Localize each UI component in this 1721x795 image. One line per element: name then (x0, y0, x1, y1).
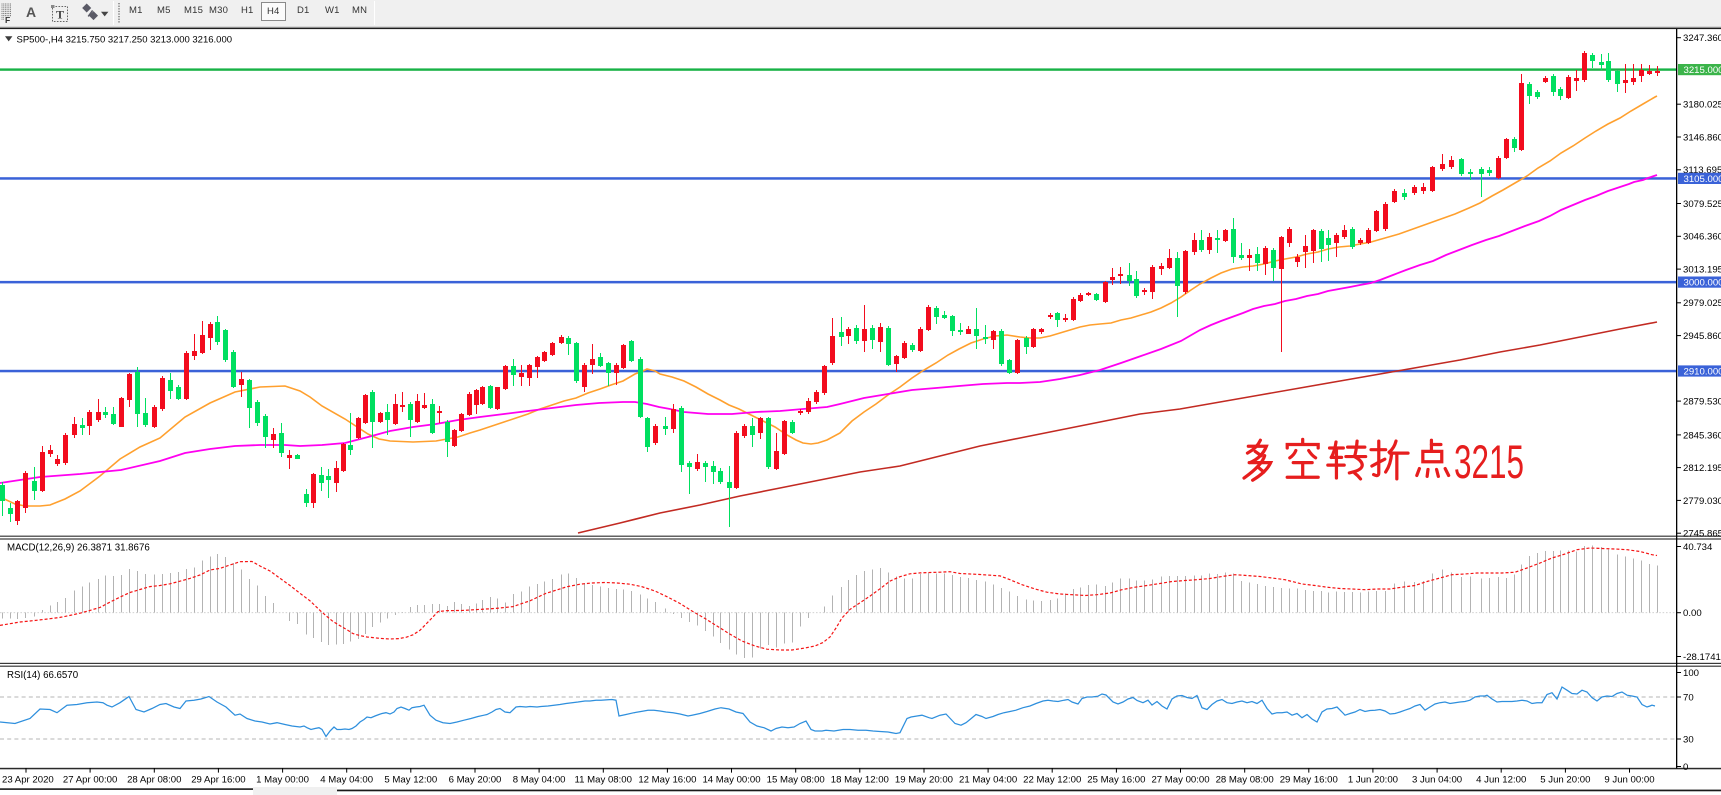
svg-text:15 May 08:00: 15 May 08:00 (767, 775, 825, 786)
svg-text:3079.525: 3079.525 (1683, 199, 1721, 210)
svg-text:3180.025: 3180.025 (1683, 100, 1721, 111)
svg-text:0: 0 (1683, 762, 1688, 773)
svg-text:25 May 16:00: 25 May 16:00 (1087, 775, 1145, 786)
svg-text:2910.000: 2910.000 (1684, 367, 1721, 378)
svg-text:2812.195: 2812.195 (1683, 463, 1721, 474)
svg-text:5 Jun 20:00: 5 Jun 20:00 (1540, 775, 1590, 786)
svg-text:40.734: 40.734 (1683, 542, 1713, 553)
svg-text:27 May 00:00: 27 May 00:00 (1151, 775, 1209, 786)
svg-text:29 Apr 16:00: 29 Apr 16:00 (191, 775, 245, 786)
svg-text:2979.025: 2979.025 (1683, 298, 1721, 309)
svg-text:3113.695: 3113.695 (1683, 165, 1721, 176)
svg-text:4 Jun 12:00: 4 Jun 12:00 (1476, 775, 1526, 786)
svg-text:8 May 04:00: 8 May 04:00 (513, 775, 566, 786)
svg-text:3000.000: 3000.000 (1684, 278, 1721, 289)
svg-text:T: T (56, 8, 64, 22)
svg-text:19 May 20:00: 19 May 20:00 (895, 775, 953, 786)
svg-text:3247.360: 3247.360 (1683, 33, 1721, 44)
svg-text:RSI(14) 66.6570: RSI(14) 66.6570 (7, 670, 79, 681)
svg-text:SP500-,H4 3215.750 3217.250 3: SP500-,H4 3215.750 3217.250 3213.000 321… (17, 34, 233, 45)
svg-text:3 Jun 04:00: 3 Jun 04:00 (1412, 775, 1462, 786)
svg-text:5 May 12:00: 5 May 12:00 (384, 775, 437, 786)
svg-text:14 May 00:00: 14 May 00:00 (702, 775, 760, 786)
svg-text:3215: 3215 (1454, 435, 1524, 488)
svg-text:23 Apr 2020: 23 Apr 2020 (2, 775, 54, 786)
svg-text:9 Jun 00:00: 9 Jun 00:00 (1604, 775, 1654, 786)
svg-text:3013.195: 3013.195 (1683, 264, 1721, 275)
svg-text:3105.000: 3105.000 (1684, 174, 1721, 185)
svg-text:4 May 04:00: 4 May 04:00 (320, 775, 373, 786)
svg-text:28 Apr 08:00: 28 Apr 08:00 (127, 775, 181, 786)
svg-text:2779.030: 2779.030 (1683, 496, 1721, 507)
svg-text:3215.000: 3215.000 (1684, 65, 1721, 76)
svg-text:12 May 16:00: 12 May 16:00 (638, 775, 696, 786)
svg-text:2879.530: 2879.530 (1683, 397, 1721, 408)
svg-text:21 May 04:00: 21 May 04:00 (959, 775, 1017, 786)
svg-text:2845.360: 2845.360 (1683, 430, 1721, 441)
svg-text:29 May 16:00: 29 May 16:00 (1280, 775, 1338, 786)
svg-text:11 May 08:00: 11 May 08:00 (575, 775, 632, 786)
svg-text:70: 70 (1683, 692, 1694, 703)
svg-text:3146.860: 3146.860 (1683, 132, 1721, 143)
svg-text:3046.360: 3046.360 (1683, 232, 1721, 243)
svg-text:27 Apr 00:00: 27 Apr 00:00 (63, 775, 117, 786)
svg-text:22 May 12:00: 22 May 12:00 (1023, 775, 1081, 786)
svg-text:6 May 20:00: 6 May 20:00 (449, 775, 502, 786)
svg-text:2745.865: 2745.865 (1683, 529, 1721, 540)
svg-text:MACD(12,26,9) 26.3871 31.8676: MACD(12,26,9) 26.3871 31.8676 (7, 543, 150, 554)
svg-text:30: 30 (1683, 734, 1694, 745)
svg-text:100: 100 (1683, 668, 1699, 679)
svg-text:1 May 00:00: 1 May 00:00 (256, 775, 309, 786)
svg-text:1 Jun 20:00: 1 Jun 20:00 (1348, 775, 1398, 786)
svg-text:F: F (5, 15, 10, 25)
svg-text:0.00: 0.00 (1683, 608, 1702, 619)
svg-text:28 May 08:00: 28 May 08:00 (1216, 775, 1274, 786)
svg-text:2945.860: 2945.860 (1683, 331, 1721, 342)
svg-text:-28.1741: -28.1741 (1683, 652, 1721, 663)
svg-text:18 May 12:00: 18 May 12:00 (831, 775, 889, 786)
